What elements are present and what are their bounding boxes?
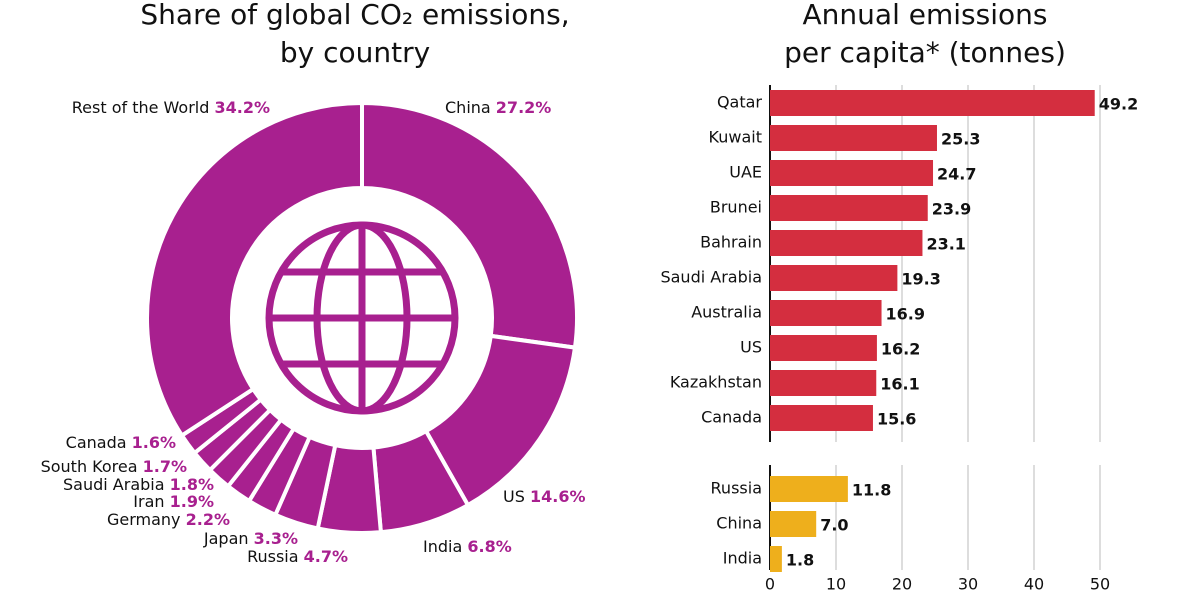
- value-label: 11.8: [852, 481, 891, 500]
- y-tick-label: Saudi Arabia: [660, 268, 762, 287]
- value-label: 19.3: [901, 270, 940, 289]
- segment-name: Saudi Arabia: [63, 475, 165, 494]
- bar: [770, 335, 877, 361]
- bar: [770, 265, 898, 291]
- segment-label: China 27.2%: [445, 98, 551, 117]
- segment-label: Rest of the World 34.2%: [72, 98, 270, 117]
- segment-name: Japan: [203, 529, 249, 548]
- donut-segment: [360, 100, 579, 350]
- segment-name: Rest of the World: [72, 98, 210, 117]
- segment-label: Germany 2.2%: [107, 510, 230, 529]
- x-tick-label: 0: [765, 575, 775, 594]
- value-label: 7.0: [820, 516, 848, 535]
- y-tick-label: Canada: [701, 408, 762, 427]
- segment-name: Canada: [66, 433, 127, 452]
- y-tick-label: US: [740, 338, 762, 357]
- x-tick-label: 30: [958, 575, 978, 594]
- bar: [770, 370, 877, 396]
- bar: [770, 195, 928, 221]
- segment-label: South Korea 1.7%: [41, 457, 187, 476]
- chart-title: by country: [280, 36, 430, 69]
- bar: [770, 160, 934, 186]
- x-tick-label: 10: [826, 575, 846, 594]
- x-tick-label: 40: [1024, 575, 1044, 594]
- globe-icon: [265, 221, 459, 415]
- segment-value: 4.7%: [304, 547, 348, 566]
- segment-value: 1.8%: [170, 475, 214, 494]
- segment-value: 2.2%: [186, 510, 230, 529]
- segment-value: 14.6%: [530, 487, 586, 506]
- segment-value: 6.8%: [467, 537, 511, 556]
- segment-value: 34.2%: [214, 98, 270, 117]
- segment-label: Canada 1.6%: [66, 433, 176, 452]
- bar: [770, 511, 817, 537]
- bar: [770, 90, 1095, 116]
- value-label: 16.9: [886, 305, 925, 324]
- y-tick-label: Kuwait: [709, 128, 762, 147]
- bar: [770, 476, 848, 502]
- y-tick-label: UAE: [729, 163, 762, 182]
- y-tick-label: Kazakhstan: [670, 373, 762, 392]
- chart-title: per capita* (tonnes): [784, 36, 1066, 69]
- bar: [770, 546, 782, 572]
- segment-label: Japan 3.3%: [203, 529, 298, 548]
- segment-value: 1.7%: [143, 457, 187, 476]
- segment-label: US 14.6%: [503, 487, 585, 506]
- segment-label: Iran 1.9%: [133, 492, 214, 511]
- y-tick-label: India: [723, 549, 762, 568]
- y-tick-label: China: [716, 514, 762, 533]
- value-label: 49.2: [1099, 95, 1138, 114]
- segment-value: 1.6%: [132, 433, 176, 452]
- donut-segment: [145, 100, 364, 439]
- x-tick-label: 20: [892, 575, 912, 594]
- x-tick-label: 50: [1090, 575, 1110, 594]
- value-label: 23.1: [926, 235, 965, 254]
- value-label: 1.8: [786, 551, 814, 570]
- segment-value: 3.3%: [254, 529, 298, 548]
- segment-name: US: [503, 487, 525, 506]
- y-tick-label: Australia: [691, 303, 762, 322]
- segment-value: 27.2%: [496, 98, 552, 117]
- bar: [770, 405, 873, 431]
- value-label: 25.3: [941, 130, 980, 149]
- value-label: 24.7: [937, 165, 976, 184]
- value-label: 23.9: [932, 200, 971, 219]
- segment-name: Iran: [133, 492, 164, 511]
- bar: [770, 300, 882, 326]
- segment-name: Germany: [107, 510, 181, 529]
- segment-label: India 6.8%: [423, 537, 512, 556]
- donut: [145, 100, 579, 535]
- y-tick-label: Brunei: [710, 198, 762, 217]
- value-label: 16.1: [880, 375, 919, 394]
- y-tick-label: Qatar: [717, 93, 762, 112]
- segment-value: 1.9%: [170, 492, 214, 511]
- segment-label: Saudi Arabia 1.8%: [63, 475, 214, 494]
- bar: [770, 230, 923, 256]
- segment-label: Russia 4.7%: [247, 547, 348, 566]
- chart-title: Annual emissions: [803, 0, 1048, 31]
- bar: [770, 125, 937, 151]
- segment-name: China: [445, 98, 491, 117]
- chart-title: Share of global CO₂ emissions,: [140, 0, 569, 31]
- segment-name: South Korea: [41, 457, 138, 476]
- y-tick-label: Russia: [711, 479, 762, 498]
- segment-name: Russia: [247, 547, 298, 566]
- y-tick-label: Bahrain: [700, 233, 762, 252]
- segment-name: India: [423, 537, 462, 556]
- value-label: 16.2: [881, 340, 920, 359]
- value-label: 15.6: [877, 410, 916, 429]
